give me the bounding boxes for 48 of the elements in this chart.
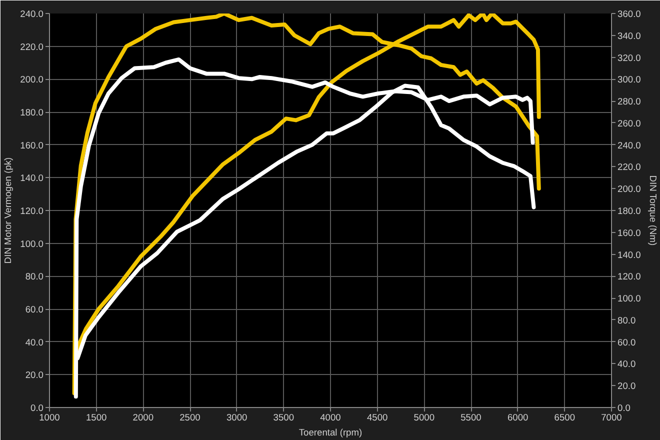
y-axis-title: DIN Motor Vermogen (pk): [3, 157, 14, 264]
x-tick-label: 6500: [554, 412, 576, 422]
y-tick-label: 20.0: [25, 370, 44, 380]
x-tick-label: 2500: [180, 412, 200, 422]
x-tick-label: 3000: [226, 412, 248, 422]
y-tick-label: 160.0: [20, 140, 44, 150]
x-tick-label: 5000: [414, 412, 435, 422]
x-tick-label: 2000: [132, 412, 154, 422]
y2-tick-label: 100.0: [618, 294, 641, 304]
y-tick-label: 100.0: [20, 238, 44, 249]
y2-tick-label: 80.0: [618, 315, 636, 326]
y2-tick-label: 120.0: [618, 272, 641, 282]
y2-tick-label: 260.0: [618, 118, 641, 128]
y-tick-label: 240.0: [20, 9, 44, 19]
x-tick-label: 4000: [320, 412, 341, 422]
y-tick-label: 220.0: [20, 42, 44, 52]
y2-tick-label: 20.0: [618, 381, 636, 392]
x-tick-label: 7000: [601, 412, 622, 422]
y2-tick-label: 200.0: [618, 184, 641, 194]
y2-tick-label: 60.0: [618, 337, 636, 348]
y2-tick-label: 300.0: [618, 74, 641, 85]
y-tick-label: 200.0: [20, 74, 44, 85]
x-tick-label: 6000: [507, 412, 528, 422]
y-tick-label: 180.0: [20, 108, 44, 118]
y2-tick-label: 280.0: [618, 96, 641, 107]
y-tick-label: 0.0: [30, 403, 44, 413]
y2-tick-label: 360.0: [618, 9, 641, 19]
y2-axis-title: DIN Torque (Nm): [648, 175, 658, 246]
y2-tick-label: 160.0: [618, 228, 641, 238]
y-tick-label: 140.0: [20, 173, 44, 184]
y2-tick-label: 340.0: [618, 30, 641, 41]
x-tick-label: 4500: [366, 412, 388, 422]
y2-tick-label: 40.0: [618, 359, 636, 370]
y2-tick-label: 320.0: [618, 52, 641, 63]
x-tick-label: 1500: [86, 412, 107, 422]
x-tick-label: 3500: [273, 412, 294, 422]
y2-tick-label: 140.0: [618, 250, 641, 260]
y-tick-label: 40.0: [25, 337, 44, 348]
y2-tick-label: 240.0: [618, 140, 641, 150]
x-tick-label: 5500: [460, 412, 482, 422]
y-tick-label: 60.0: [25, 304, 44, 314]
y2-tick-label: 180.0: [618, 206, 641, 216]
y2-tick-label: 220.0: [618, 162, 641, 172]
y-tick-label: 120.0: [20, 206, 44, 216]
y2-tick-label: 0.0: [618, 403, 630, 413]
x-axis-title: Toerental (rpm): [298, 428, 362, 438]
x-tick-label: 1000: [39, 412, 60, 422]
y-tick-label: 80.0: [25, 272, 44, 282]
